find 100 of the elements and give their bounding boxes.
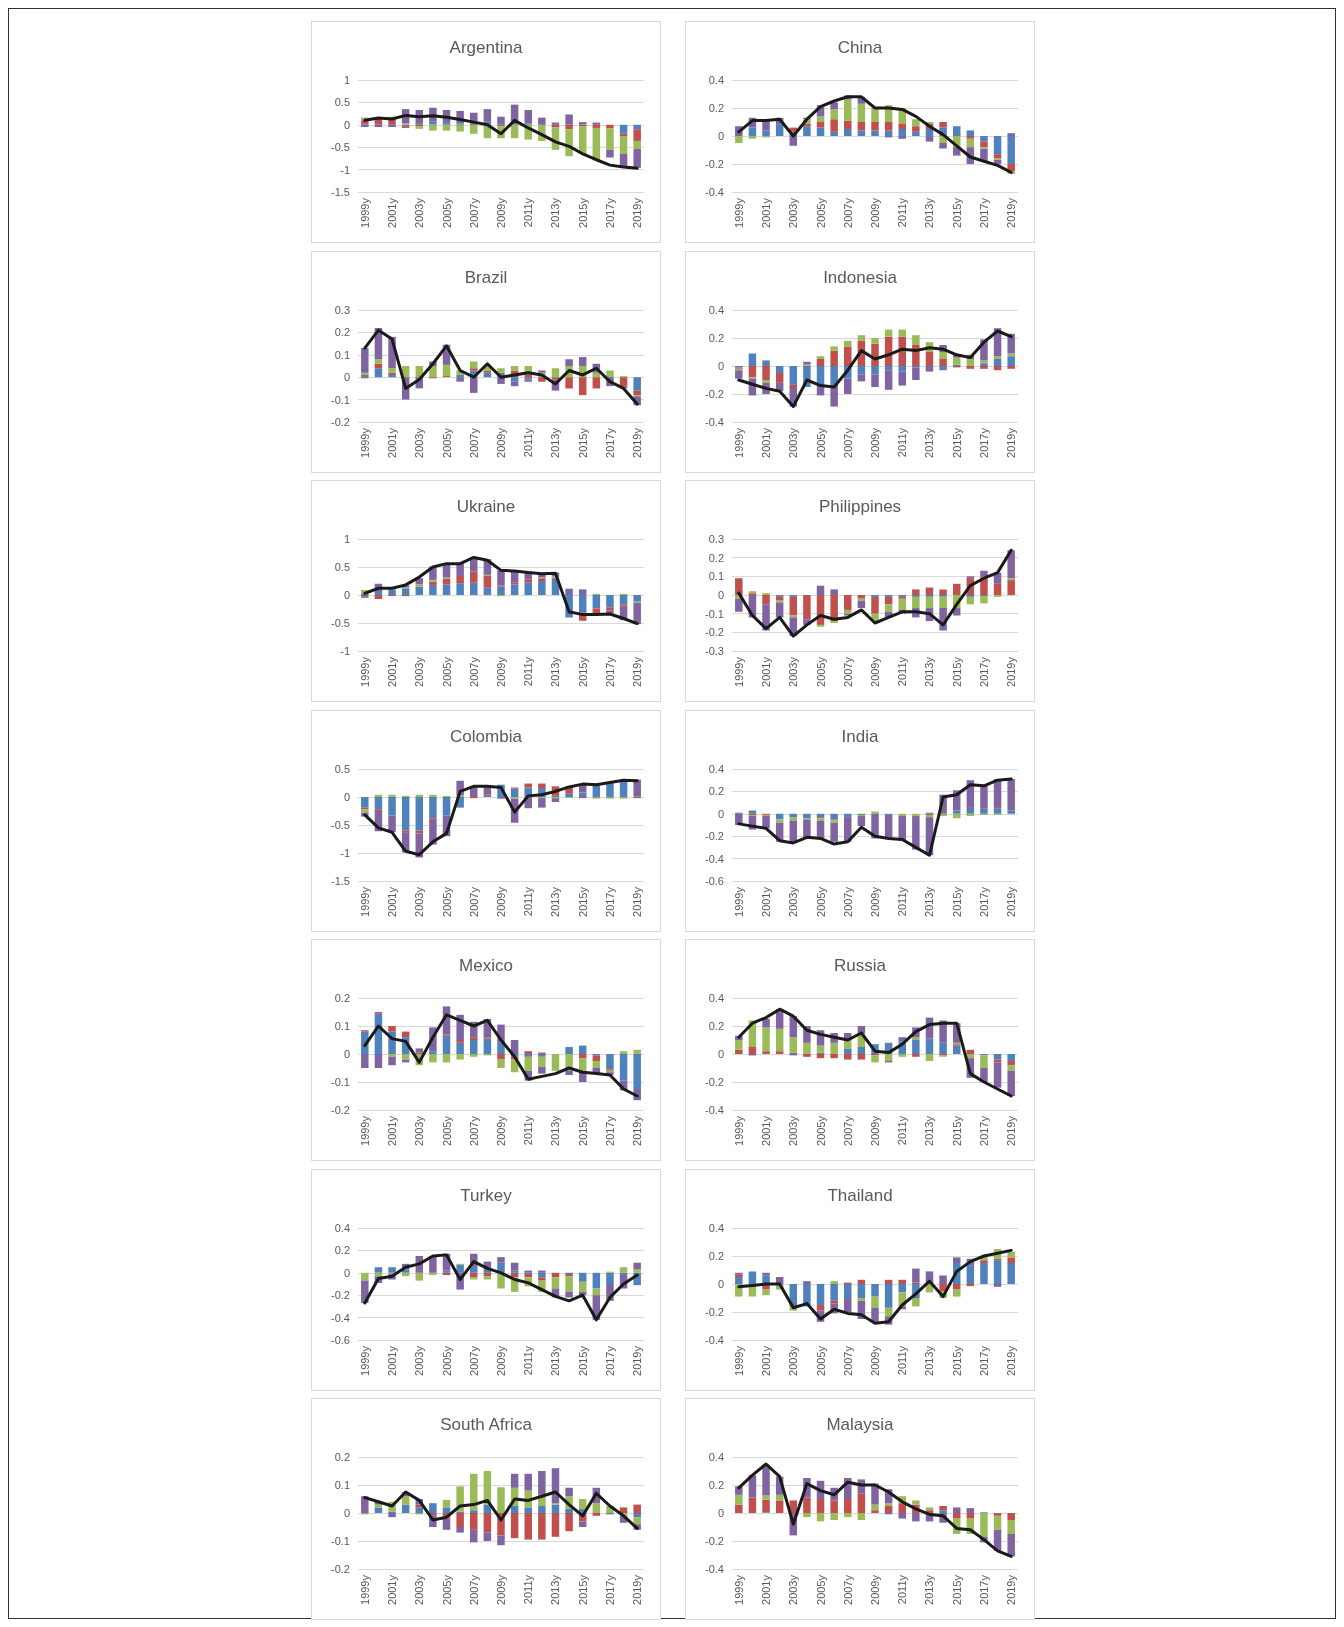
x-tick-label: 2015y	[576, 1345, 589, 1376]
chart-title: South Africa	[440, 1415, 533, 1434]
x-tick-label: 2013y	[549, 1574, 562, 1605]
y-tick-label: 0.2	[334, 992, 350, 1004]
y-tick-label: -0.2	[705, 387, 724, 400]
x-tick-label: 2013y	[549, 1345, 562, 1376]
x-tick-label: 2017y	[977, 1574, 990, 1605]
x-tick-label: 2019y	[1005, 197, 1018, 228]
x-tick-label: 1999y	[732, 656, 745, 687]
x-tick-label: 2019y	[1005, 886, 1018, 917]
x-tick-label: 2007y	[841, 1574, 854, 1605]
y-tick-label: 0	[717, 1277, 724, 1290]
x-tick-label: 2005y	[814, 886, 827, 917]
x-tick-label: 2017y	[603, 427, 616, 458]
x-tick-label: 2001y	[386, 656, 399, 687]
x-tick-label: 2005y	[814, 1115, 827, 1146]
x-tick-label: 2015y	[576, 1574, 589, 1605]
y-tick-label: -1	[340, 163, 350, 176]
x-tick-label: 2001y	[386, 427, 399, 458]
x-tick-label: 2005y	[440, 886, 453, 917]
x-tick-label: 2017y	[977, 1115, 990, 1146]
y-tick-label: 0.5	[334, 96, 350, 109]
chart-title: Indonesia	[823, 267, 898, 287]
x-tick-label: 2005y	[814, 197, 827, 228]
y-tick-label: 0	[343, 370, 350, 383]
x-tick-label: 2003y	[787, 197, 800, 228]
y-tick-label: 0.2	[334, 1451, 350, 1463]
y-tick-label: -0.1	[705, 607, 724, 620]
y-tick-label: 1	[343, 74, 350, 86]
x-tick-label: 2001y	[760, 1345, 773, 1376]
y-tick-label: 0	[717, 130, 724, 142]
y-tick-label: 0.4	[708, 74, 724, 86]
chart-title: China	[837, 38, 883, 57]
x-tick-label: 2007y	[467, 656, 480, 687]
x-tick-label: 2017y	[977, 197, 990, 228]
x-tick-label: 2007y	[841, 886, 854, 917]
x-tick-label: 2019y	[631, 197, 644, 228]
x-tick-label: 2011y	[896, 1345, 909, 1375]
x-tick-label: 2017y	[977, 886, 990, 917]
x-tick-label: 2019y	[1005, 656, 1018, 687]
chart-title: Philippines	[818, 497, 902, 516]
x-tick-label: 2009y	[495, 886, 507, 917]
x-tick-label: 1999y	[358, 656, 371, 687]
x-tick-label: 2007y	[841, 1345, 854, 1376]
y-tick-label: -0.2	[331, 1288, 350, 1301]
x-tick-label: 2019y	[1005, 1574, 1018, 1605]
x-tick-label: 2013y	[923, 656, 936, 687]
y-tick-label: -1	[340, 846, 350, 859]
x-tick-label: 2013y	[923, 1574, 936, 1605]
x-tick-label: 2001y	[386, 1115, 399, 1146]
y-tick-label: 0.2	[708, 1020, 724, 1032]
x-tick-label: 2009y	[869, 886, 881, 917]
x-tick-label: 1999y	[732, 886, 745, 917]
y-tick-label: 0.4	[708, 762, 724, 775]
y-tick-label: -0.1	[331, 393, 350, 406]
chart-title: Mexico	[459, 956, 513, 975]
x-tick-label: 1999y	[732, 1115, 745, 1146]
y-tick-label: -0.4	[331, 1311, 350, 1324]
x-tick-label: 2011y	[896, 427, 909, 457]
y-tick-label: 0	[343, 118, 350, 131]
y-tick-label: 0.4	[708, 303, 724, 316]
x-tick-label: 2005y	[440, 1345, 453, 1376]
x-tick-label: 2019y	[631, 886, 644, 917]
x-tick-label: 1999y	[358, 1345, 371, 1376]
x-tick-label: 2005y	[814, 656, 827, 687]
x-tick-label: 2003y	[787, 1574, 800, 1605]
x-tick-label: 1999y	[732, 1345, 745, 1376]
x-tick-label: 2005y	[440, 197, 453, 228]
x-tick-label: 2019y	[631, 1345, 644, 1376]
x-tick-label: 2005y	[440, 1115, 453, 1146]
y-tick-label: 0	[717, 807, 724, 820]
x-tick-label: 2011y	[522, 886, 535, 916]
y-tick-label: -0.2	[331, 1563, 350, 1575]
y-tick-label: 0.4	[708, 1221, 724, 1234]
x-tick-label: 2001y	[386, 1574, 399, 1605]
x-tick-label: 2007y	[841, 197, 854, 228]
x-tick-label: 2015y	[950, 886, 963, 917]
y-tick-label: -0.4	[705, 852, 724, 865]
y-tick-label: 0.2	[708, 331, 724, 344]
x-tick-label: 2003y	[787, 886, 800, 917]
chart-title: Turkey	[460, 1185, 513, 1205]
chart-title: Malaysia	[826, 1415, 895, 1434]
y-tick-label: 0.2	[708, 551, 724, 564]
x-tick-label: 2003y	[413, 1115, 426, 1146]
x-tick-label: 2017y	[603, 656, 616, 687]
y-tick-label: 0.2	[708, 1249, 724, 1262]
x-tick-label: 2009y	[869, 197, 881, 228]
x-tick-label: 2009y	[869, 427, 881, 458]
x-tick-label: 2017y	[977, 1345, 990, 1376]
x-tick-label: 1999y	[358, 1115, 371, 1146]
y-tick-label: 0.5	[334, 561, 350, 573]
y-tick-label: -0.5	[331, 141, 350, 154]
x-tick-label: 2011y	[522, 1574, 535, 1605]
y-tick-label: 0.4	[708, 992, 724, 1004]
y-tick-label: 0	[343, 1048, 350, 1060]
x-tick-label: 2009y	[495, 1574, 507, 1605]
y-tick-label: 0.1	[334, 348, 350, 361]
x-tick-label: 2009y	[869, 1345, 881, 1376]
y-tick-label: 0	[717, 589, 724, 601]
x-tick-label: 2007y	[467, 1574, 480, 1605]
